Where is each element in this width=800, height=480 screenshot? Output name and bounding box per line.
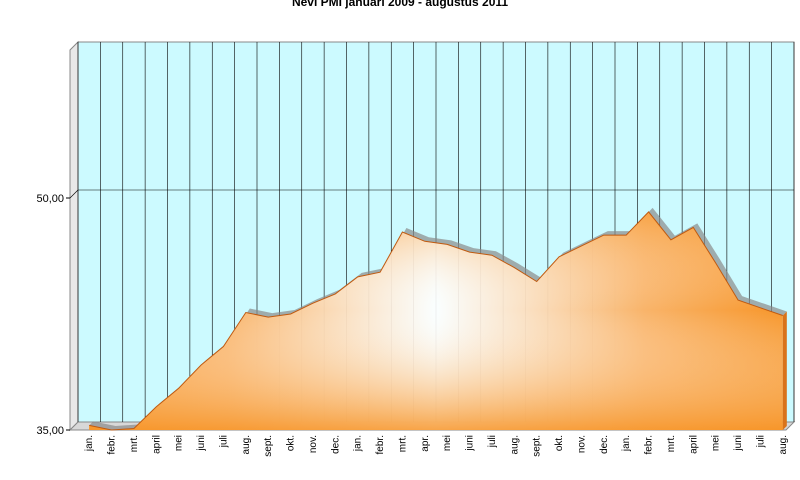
- x-tick-label: april: [688, 435, 699, 454]
- plot-side-wall: [69, 40, 79, 432]
- y-gridline-depth: [69, 189, 79, 199]
- x-tick-label: aug.: [241, 435, 252, 454]
- x-tick-label: sept.: [263, 435, 274, 457]
- x-tick-label: aug.: [778, 435, 789, 454]
- area-series-shade: [89, 211, 783, 430]
- x-tick-label: okt.: [286, 435, 297, 451]
- x-tick-label: febr.: [375, 435, 386, 454]
- chart-title: Nevi PMI januari 2009 - augustus 2011: [292, 0, 508, 9]
- x-tick-label: febr.: [107, 435, 118, 454]
- x-tick-label: juni: [733, 435, 744, 452]
- x-tick-label: juni: [465, 435, 476, 452]
- x-tick-label: jan.: [84, 435, 95, 452]
- x-tick-label: juli: [218, 435, 229, 448]
- x-tick-label: mrt.: [666, 435, 677, 452]
- x-tick-label: nov.: [308, 435, 319, 453]
- x-tick-label: juli: [487, 435, 498, 448]
- x-tick-label: juni: [196, 435, 207, 452]
- x-tick-label: jan.: [621, 435, 632, 452]
- y-tick-label: 35,00: [36, 425, 64, 437]
- x-tick-label: mrt.: [129, 435, 140, 452]
- x-tick-label: dec.: [330, 435, 341, 454]
- x-tick-label: nov.: [576, 435, 587, 453]
- area-outline: [89, 211, 783, 431]
- x-tick-label: juli: [755, 435, 766, 448]
- x-tick-label: mrt.: [397, 435, 408, 452]
- x-tick-label: aug.: [509, 435, 520, 454]
- x-tick-label: apr.: [420, 435, 431, 452]
- x-tick-label: mei: [711, 435, 722, 451]
- x-tick-label: okt.: [554, 435, 565, 451]
- y-tick-label: 50,00: [36, 193, 64, 205]
- x-tick-label: april: [151, 435, 162, 454]
- x-tick-label: jan.: [353, 435, 364, 452]
- x-tick-label: dec.: [599, 435, 610, 454]
- x-tick-label: sept.: [532, 435, 543, 457]
- area-side-face: [782, 311, 787, 430]
- x-tick-label: febr.: [644, 435, 655, 454]
- x-tick-label: mei: [442, 435, 453, 451]
- x-tick-label: mei: [174, 435, 185, 451]
